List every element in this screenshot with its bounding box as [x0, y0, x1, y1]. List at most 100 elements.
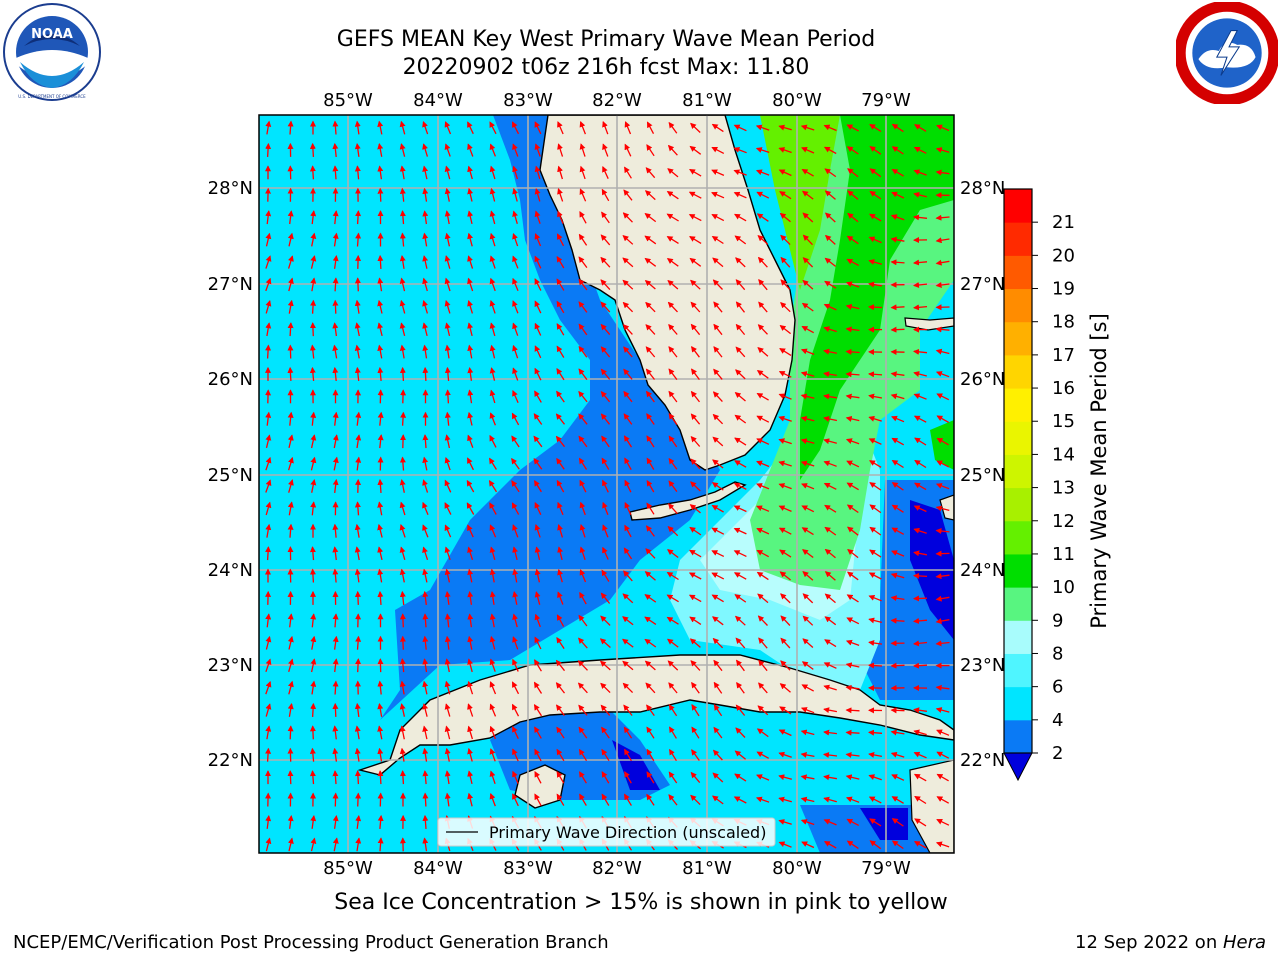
wave-direction-arrow [332, 456, 339, 471]
wave-direction-arrow [713, 726, 723, 739]
wave-direction-arrow [913, 169, 927, 176]
wave-direction-arrow [332, 210, 339, 225]
wave-direction-arrow [355, 411, 362, 426]
wave-direction-arrow [287, 635, 294, 650]
wave-direction-arrow [890, 751, 905, 758]
wave-direction-arrow [355, 658, 362, 673]
wave-direction-arrow [778, 438, 792, 445]
wave-direction-arrow [824, 257, 837, 267]
wave-direction-arrow [800, 707, 815, 714]
wave-direction-arrow [287, 322, 294, 337]
wave-direction-arrow [601, 435, 610, 448]
wave-direction-arrow [399, 277, 406, 292]
wave-direction-arrow [399, 770, 406, 785]
colorbar-tick-label: 12 [1052, 511, 1075, 532]
wave-direction-arrow [355, 792, 362, 807]
wave-direction-arrow [644, 257, 657, 267]
wave-direction-arrow [310, 411, 317, 426]
wave-direction-arrow [467, 165, 473, 180]
wave-direction-arrow [399, 501, 406, 516]
wave-direction-arrow [936, 415, 950, 423]
wave-direction-arrow [646, 413, 655, 425]
wave-direction-arrow [287, 456, 294, 471]
wave-direction-arrow [913, 191, 927, 198]
wave-direction-arrow [757, 324, 768, 335]
wave-direction-arrow [845, 684, 860, 691]
wave-direction-arrow [578, 726, 588, 739]
wave-direction-arrow [600, 301, 611, 313]
wave-direction-arrow [712, 413, 724, 425]
wave-direction-arrow [691, 749, 700, 761]
wave-direction-arrow [467, 277, 474, 292]
wave-direction-arrow [512, 143, 519, 157]
wave-direction-arrow [467, 568, 474, 583]
wave-direction-arrow [823, 438, 837, 445]
wave-direction-arrow [756, 370, 769, 379]
wave-direction-arrow [690, 301, 701, 313]
wave-direction-arrow [801, 483, 815, 490]
wave-direction-arrow [868, 640, 882, 646]
wave-direction-arrow [466, 479, 475, 493]
wave-direction-arrow [557, 591, 564, 605]
wave-direction-arrow [779, 549, 792, 558]
wave-direction-arrow [690, 458, 701, 470]
wave-direction-arrow [622, 660, 634, 671]
wave-direction-arrow [667, 301, 678, 313]
wave-direction-arrow [756, 483, 770, 490]
wave-direction-arrow [734, 235, 747, 245]
wave-direction-arrow [691, 704, 700, 717]
wave-direction-arrow [354, 120, 361, 135]
wave-direction-arrow [512, 210, 518, 224]
wave-direction-arrow [444, 703, 451, 717]
wave-direction-arrow [846, 460, 860, 468]
wave-direction-arrow [845, 371, 860, 378]
wave-direction-arrow [377, 770, 384, 785]
lon-label-bottom: 82°W [592, 858, 642, 879]
wave-direction-arrow [354, 277, 361, 292]
wave-direction-arrow [489, 367, 496, 381]
wave-direction-arrow [845, 393, 860, 400]
wave-direction-arrow [622, 682, 634, 694]
wave-direction-arrow [265, 142, 272, 157]
wave-direction-arrow [489, 546, 496, 560]
wave-direction-arrow [512, 165, 519, 180]
wave-direction-arrow [444, 366, 451, 381]
wave-direction-arrow [845, 662, 860, 669]
colorbar-tick-label: 9 [1052, 610, 1063, 631]
wave-direction-arrow [688, 572, 702, 580]
wave-direction-arrow [511, 703, 520, 717]
wave-direction-arrow [534, 613, 541, 628]
wave-direction-arrow [936, 796, 950, 804]
wave-direction-arrow [601, 188, 610, 202]
wave-direction-arrow [758, 279, 768, 291]
wave-direction-arrow [823, 371, 838, 378]
wave-direction-arrow [422, 232, 429, 247]
wave-direction-arrow [489, 300, 496, 314]
wave-direction-arrow [355, 232, 362, 247]
wave-direction-arrow [780, 660, 791, 671]
wave-direction-arrow [310, 815, 317, 829]
wave-direction-arrow [467, 411, 474, 426]
wave-direction-arrow [712, 459, 724, 469]
wave-direction-arrow [287, 613, 294, 628]
wave-direction-arrow [935, 505, 950, 512]
wave-direction-arrow [265, 120, 272, 135]
wave-direction-arrow [668, 435, 678, 448]
wave-direction-arrow [622, 593, 634, 604]
wave-direction-arrow [623, 346, 633, 358]
wave-direction-arrow [310, 613, 317, 628]
wave-direction-arrow [444, 389, 451, 404]
wave-direction-arrow [622, 212, 633, 223]
wave-direction-arrow [467, 747, 473, 762]
wave-direction-arrow [935, 169, 950, 176]
wave-direction-arrow [824, 548, 836, 559]
wave-direction-arrow [422, 143, 429, 157]
wave-direction-arrow [846, 124, 860, 132]
wave-direction-arrow [824, 639, 837, 648]
wave-direction-arrow [800, 124, 815, 131]
wave-direction-arrow [935, 707, 950, 713]
wave-direction-arrow [310, 479, 317, 493]
wave-direction-arrow [624, 524, 632, 538]
wave-direction-arrow [757, 705, 769, 716]
colorbar-segment [1004, 288, 1032, 323]
